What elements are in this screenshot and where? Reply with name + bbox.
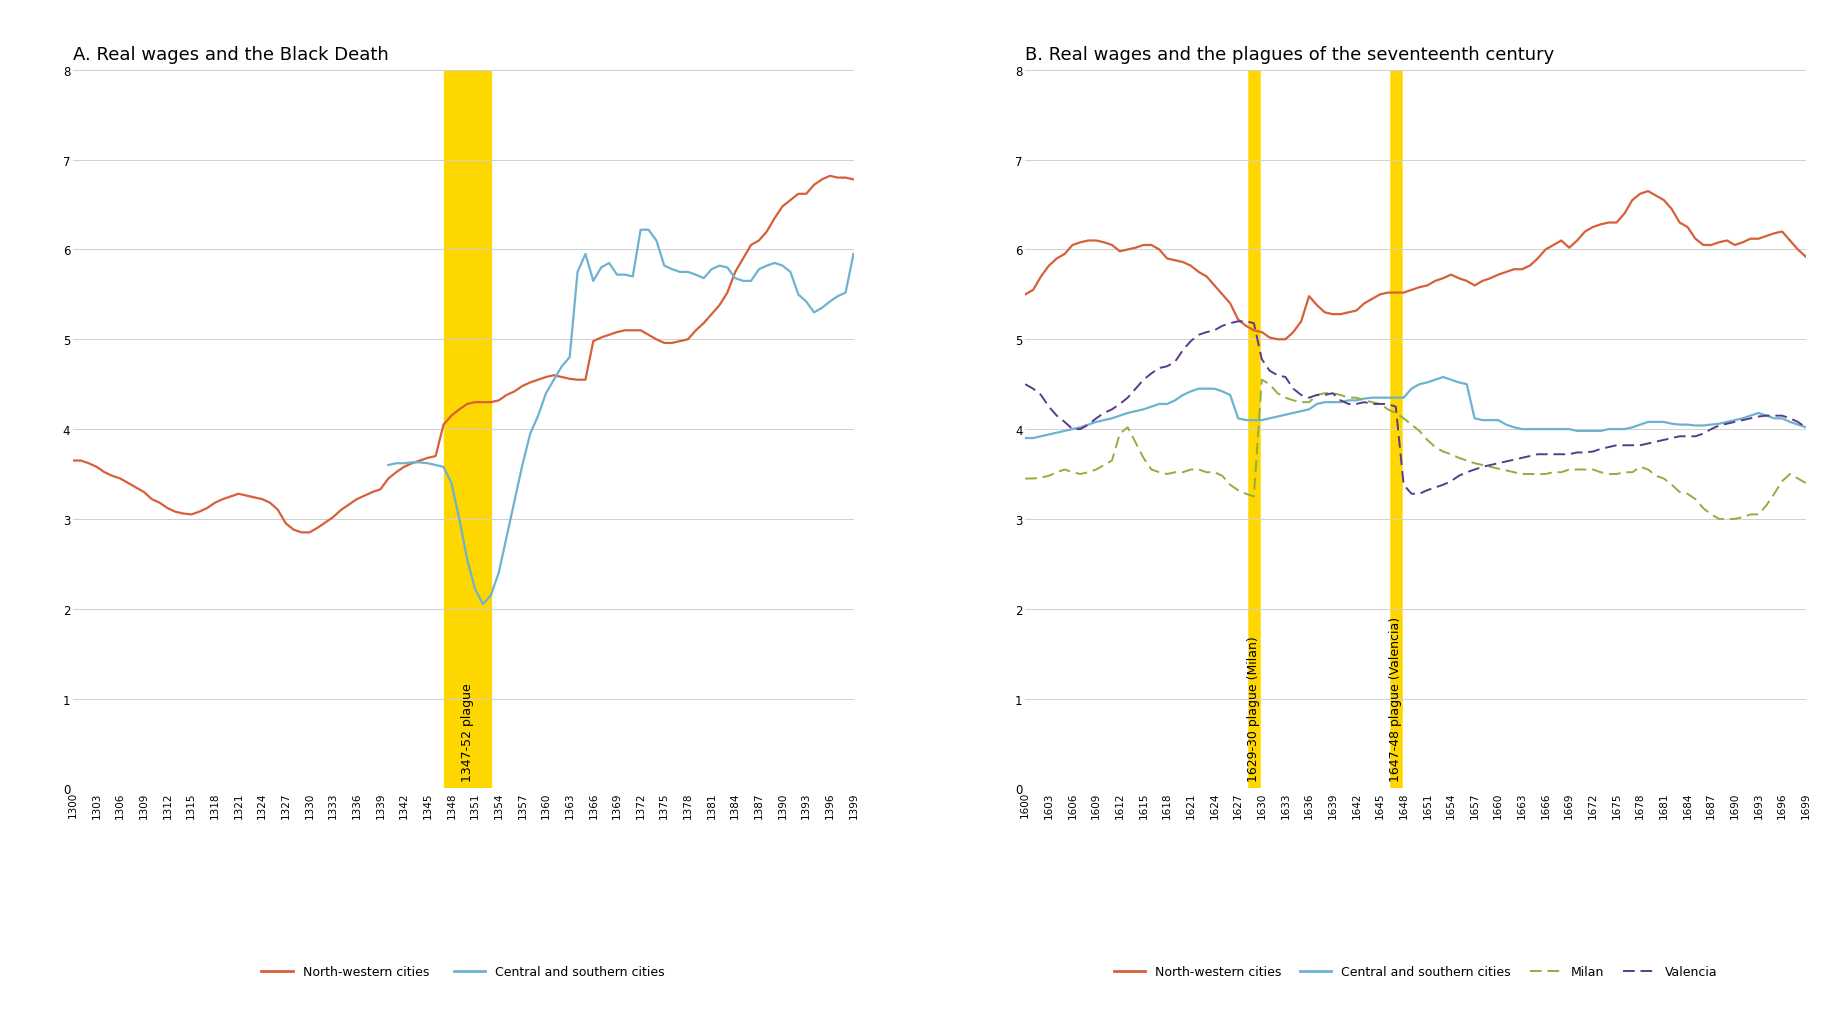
Text: A. Real wages and the Black Death: A. Real wages and the Black Death — [73, 45, 388, 64]
Legend: North-western cities, Central and southern cities: North-western cities, Central and southe… — [257, 960, 669, 984]
Legend: North-western cities, Central and southern cities, Milan, Valencia: North-western cities, Central and southe… — [1108, 960, 1721, 984]
Text: B. Real wages and the plagues of the seventeenth century: B. Real wages and the plagues of the sev… — [1025, 45, 1553, 64]
Text: 1647-48 plague (Valencia): 1647-48 plague (Valencia) — [1389, 617, 1402, 782]
Text: 1347-52 plague: 1347-52 plague — [461, 682, 474, 782]
Bar — [443, 71, 490, 789]
Text: 1629-30 plague (Milan): 1629-30 plague (Milan) — [1247, 636, 1260, 782]
